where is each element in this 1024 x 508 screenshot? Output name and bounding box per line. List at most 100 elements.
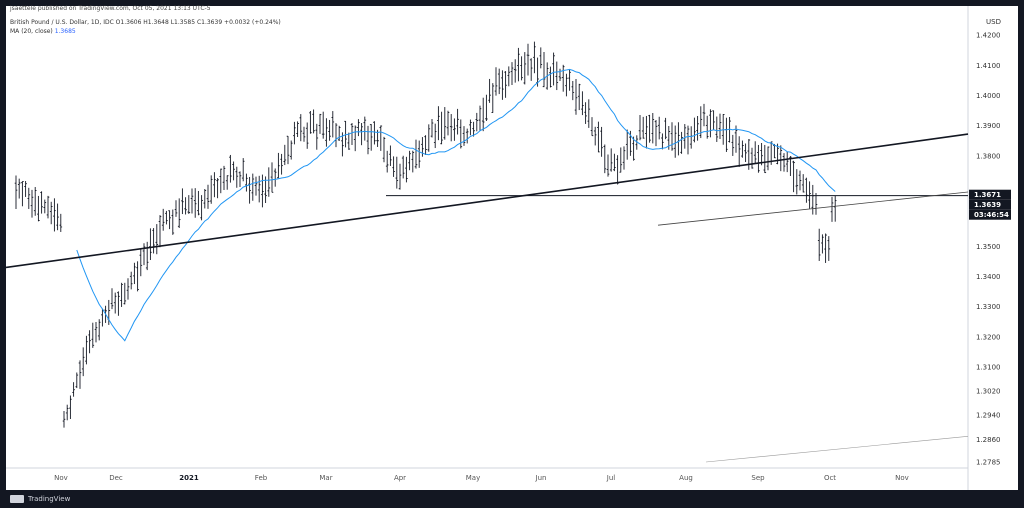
ohlc-bar xyxy=(27,187,31,209)
price-tick: 1.3020 xyxy=(976,388,1001,396)
ohlc-bar xyxy=(453,118,456,141)
ohlc-bar xyxy=(379,125,383,151)
ohlc-bar xyxy=(21,181,24,207)
ohlc-bar xyxy=(433,123,437,149)
ohlc-bar xyxy=(664,117,667,140)
ohlc-bar xyxy=(222,165,226,191)
trendline[interactable] xyxy=(657,191,969,226)
ohlc-bar xyxy=(472,121,475,137)
symbol-info: British Pound / U.S. Dollar, 1D, IDC O1.… xyxy=(10,19,281,26)
ma-label: MA (20, close) xyxy=(10,28,53,35)
time-label: Nov xyxy=(54,474,68,482)
ohlc-bar xyxy=(305,122,309,149)
ohlc-bar xyxy=(520,56,523,81)
ohlc-bar xyxy=(731,134,735,156)
ohlc-bar xyxy=(833,195,837,222)
ohlc-bar xyxy=(478,105,482,131)
ohlc-bar xyxy=(81,347,85,377)
price-scale[interactable]: USD 1.4200 1.4100 1.4000 1.3900 1.3800 1.3500 1… xyxy=(976,18,1001,467)
ohlc-bar xyxy=(654,119,658,147)
trendline[interactable] xyxy=(705,436,969,463)
time-axis[interactable]: Nov Dec 2021 Feb Mar Apr May Jun Jul Aug Sep Oct Nov xyxy=(54,474,909,482)
ohlc-bar xyxy=(232,161,235,181)
ohlc-bar xyxy=(734,125,738,153)
ohlc-bar xyxy=(424,135,427,156)
ohlc-bar xyxy=(181,188,184,215)
ohlc-bar xyxy=(254,176,258,196)
ohlc-bar xyxy=(353,125,357,152)
ma-value: 1.3685 xyxy=(54,28,76,35)
price-tick: 1.2785 xyxy=(976,459,1001,467)
ohlc-bar xyxy=(366,125,370,155)
ohlc-bar xyxy=(142,243,146,266)
ohlc-bar xyxy=(568,69,571,91)
ohlc-bar xyxy=(120,282,123,307)
chart-panel[interactable]: USD 1.4200 1.4100 1.4000 1.3900 1.3800 1.3500 1… xyxy=(5,6,1018,490)
symbol-line: British Pound / U.S. Dollar, 1D, IDC O1.… xyxy=(10,18,281,36)
ohlc-bar xyxy=(126,278,130,300)
ohlc-bar xyxy=(555,61,559,91)
ohlc-bar xyxy=(331,111,335,138)
ohlc-bar xyxy=(430,118,434,138)
ohlc-bar xyxy=(165,210,168,225)
svg-text:1.3639: 1.3639 xyxy=(974,201,1001,209)
publisher-line: jsaettele published on TradingView.com, … xyxy=(10,5,211,12)
ohlc-bar xyxy=(661,133,664,150)
ohlc-bar xyxy=(539,47,543,69)
time-label: Jul xyxy=(606,474,616,482)
ohlc-bar xyxy=(757,144,760,173)
ohlc-bar xyxy=(494,67,498,96)
ohlc-bar xyxy=(693,117,696,143)
footer: TradingView xyxy=(10,493,70,505)
ohlc-bar xyxy=(609,148,613,172)
ohlc-bar xyxy=(33,187,37,216)
ohlc-bar xyxy=(571,80,575,101)
ohlc-chart[interactable]: USD 1.4200 1.4100 1.4000 1.3900 1.3800 1.3500 1… xyxy=(5,6,1018,490)
price-tick: 1.4200 xyxy=(976,32,1001,40)
currency-label: USD xyxy=(986,18,1001,26)
time-label: Apr xyxy=(394,474,406,482)
ma-line xyxy=(76,68,836,342)
price-tick: 1.3500 xyxy=(976,243,1001,251)
ohlc-bar xyxy=(46,195,50,219)
ohlc-bar xyxy=(523,52,527,85)
ohlc-bar xyxy=(673,125,677,158)
ohlc-bar xyxy=(718,113,722,139)
ohlc-bar xyxy=(59,213,63,232)
ohlc-bar xyxy=(561,64,565,92)
trendline[interactable] xyxy=(5,133,969,269)
ohlc-bar xyxy=(587,99,591,128)
ohlc-bar xyxy=(574,78,578,115)
ohlc-bar xyxy=(750,147,754,169)
ohlc-bar xyxy=(174,200,178,217)
ohlc-bar xyxy=(53,198,56,232)
price-tag: 03:46:54 xyxy=(969,209,1011,220)
ohlc-bar xyxy=(280,153,283,175)
ohlc-bar xyxy=(136,261,139,292)
ohlc-bar xyxy=(129,271,133,290)
time-label: Dec xyxy=(109,474,123,482)
ohlc-bar xyxy=(238,171,242,187)
ohlc-bar xyxy=(526,43,530,76)
ohlc-bar xyxy=(593,126,597,146)
ohlc-bar xyxy=(648,114,651,143)
price-tick: 1.4000 xyxy=(976,92,1001,100)
ohlc-bar xyxy=(632,136,635,161)
ohlc-bar xyxy=(187,195,191,214)
ohlc-bar xyxy=(49,201,53,225)
ohlc-bar xyxy=(216,178,219,199)
ohlc-bar xyxy=(785,151,789,173)
time-label: Oct xyxy=(824,474,836,482)
ohlc-bar xyxy=(200,195,203,221)
ohlc-bar xyxy=(683,124,687,149)
ohlc-bar xyxy=(408,150,411,171)
ohlc-bar xyxy=(513,59,517,83)
ohlc-bar xyxy=(603,144,607,174)
ohlc-bar xyxy=(411,150,415,173)
ohlc-bar xyxy=(622,146,626,170)
ohlc-bar xyxy=(565,73,568,97)
ohlc-bar xyxy=(17,178,21,199)
price-tick: 1.3300 xyxy=(976,303,1001,311)
ohlc-bar xyxy=(299,114,303,142)
ohlc-bar xyxy=(606,154,610,177)
